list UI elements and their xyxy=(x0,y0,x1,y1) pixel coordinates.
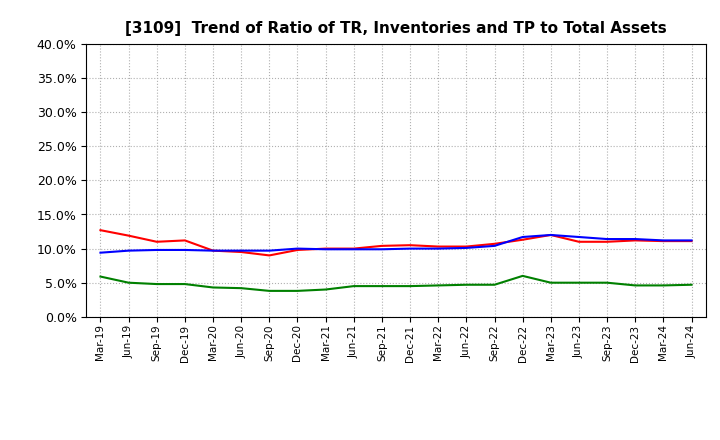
Trade Payables xyxy=(265,288,274,293)
Trade Payables xyxy=(125,280,133,285)
Inventories xyxy=(434,246,443,251)
Trade Receivables xyxy=(293,247,302,253)
Trade Payables xyxy=(462,282,471,287)
Trade Receivables xyxy=(659,238,667,244)
Trade Payables xyxy=(293,288,302,293)
Inventories xyxy=(125,248,133,253)
Inventories xyxy=(462,245,471,250)
Trade Payables xyxy=(687,282,696,287)
Trade Receivables xyxy=(125,233,133,238)
Inventories xyxy=(237,248,246,253)
Trade Payables xyxy=(349,283,358,289)
Inventories xyxy=(181,247,189,253)
Trade Payables xyxy=(209,285,217,290)
Trade Receivables xyxy=(96,227,105,233)
Trade Payables xyxy=(96,274,105,279)
Trade Receivables xyxy=(603,239,611,244)
Inventories xyxy=(321,247,330,252)
Trade Payables xyxy=(377,283,386,289)
Inventories xyxy=(209,248,217,253)
Inventories xyxy=(659,238,667,243)
Inventories xyxy=(518,235,527,240)
Trade Receivables xyxy=(265,253,274,258)
Trade Receivables xyxy=(349,246,358,251)
Line: Inventories: Inventories xyxy=(101,235,691,253)
Trade Payables xyxy=(321,287,330,292)
Trade Receivables xyxy=(546,232,555,238)
Inventories xyxy=(603,236,611,242)
Inventories xyxy=(265,248,274,253)
Trade Payables xyxy=(181,282,189,287)
Trade Receivables xyxy=(687,238,696,244)
Trade Payables xyxy=(406,283,415,289)
Inventories xyxy=(293,246,302,251)
Trade Payables xyxy=(575,280,583,285)
Trade Receivables xyxy=(181,238,189,243)
Trade Receivables xyxy=(434,244,443,249)
Trade Payables xyxy=(518,273,527,279)
Inventories xyxy=(490,243,499,249)
Trade Payables xyxy=(237,286,246,291)
Inventories xyxy=(349,247,358,252)
Trade Receivables xyxy=(377,243,386,249)
Trade Payables xyxy=(659,283,667,288)
Line: Trade Receivables: Trade Receivables xyxy=(101,230,691,255)
Inventories xyxy=(687,238,696,243)
Inventories xyxy=(575,235,583,240)
Inventories xyxy=(406,246,415,251)
Inventories xyxy=(96,250,105,255)
Trade Receivables xyxy=(462,244,471,249)
Trade Payables xyxy=(631,283,639,288)
Trade Receivables xyxy=(209,248,217,253)
Trade Receivables xyxy=(321,246,330,251)
Inventories xyxy=(631,236,639,242)
Trade Receivables xyxy=(237,249,246,255)
Trade Payables xyxy=(603,280,611,285)
Inventories xyxy=(153,247,161,253)
Trade Payables xyxy=(490,282,499,287)
Trade Payables xyxy=(546,280,555,285)
Trade Payables xyxy=(434,283,443,288)
Inventories xyxy=(546,232,555,238)
Trade Receivables xyxy=(406,242,415,248)
Inventories xyxy=(377,247,386,252)
Trade Receivables xyxy=(490,241,499,246)
Trade Receivables xyxy=(518,237,527,242)
Title: [3109]  Trend of Ratio of TR, Inventories and TP to Total Assets: [3109] Trend of Ratio of TR, Inventories… xyxy=(125,21,667,36)
Line: Trade Payables: Trade Payables xyxy=(101,276,691,291)
Trade Payables xyxy=(153,282,161,287)
Trade Receivables xyxy=(575,239,583,244)
Trade Receivables xyxy=(153,239,161,244)
Trade Receivables xyxy=(631,238,639,243)
